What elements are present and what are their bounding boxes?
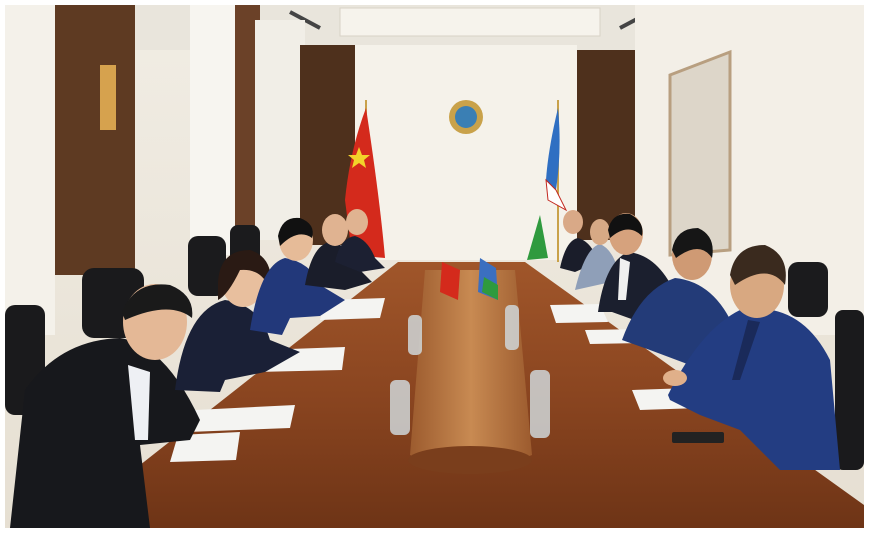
- wood-panel: [577, 50, 635, 240]
- curtain: [255, 20, 305, 240]
- bottle: [505, 305, 519, 350]
- wood-panel: [55, 5, 135, 275]
- bottle: [408, 315, 422, 355]
- chair: [788, 262, 828, 317]
- emblem-center: [455, 106, 477, 128]
- phone: [672, 432, 724, 443]
- flag-star: [348, 147, 370, 168]
- flag-uzbek-white: [545, 178, 568, 212]
- paper: [188, 405, 295, 432]
- chair: [188, 236, 226, 296]
- desk-flag-china: [440, 262, 460, 300]
- desk-flag-uzbek-green: [482, 277, 498, 300]
- paper: [550, 304, 608, 323]
- wall-left: [5, 5, 55, 335]
- person: [175, 250, 300, 392]
- table-base: [408, 446, 532, 474]
- person: [250, 217, 345, 335]
- doorway: [668, 49, 732, 257]
- chair: [835, 310, 864, 470]
- bottle: [530, 370, 550, 438]
- center-wall: [355, 45, 577, 260]
- bottle: [390, 380, 410, 435]
- person: [335, 209, 385, 272]
- scene: [5, 5, 864, 528]
- wood-panel: [300, 45, 355, 245]
- flag-uzbek-blue: [546, 108, 560, 190]
- curtain: [190, 5, 235, 255]
- person: [305, 214, 372, 290]
- person: [663, 245, 840, 470]
- sconce: [100, 65, 116, 130]
- ceiling-panel: [339, 7, 601, 37]
- table-center: [410, 270, 532, 468]
- flag-uzbek-green: [527, 215, 548, 260]
- person: [10, 284, 200, 528]
